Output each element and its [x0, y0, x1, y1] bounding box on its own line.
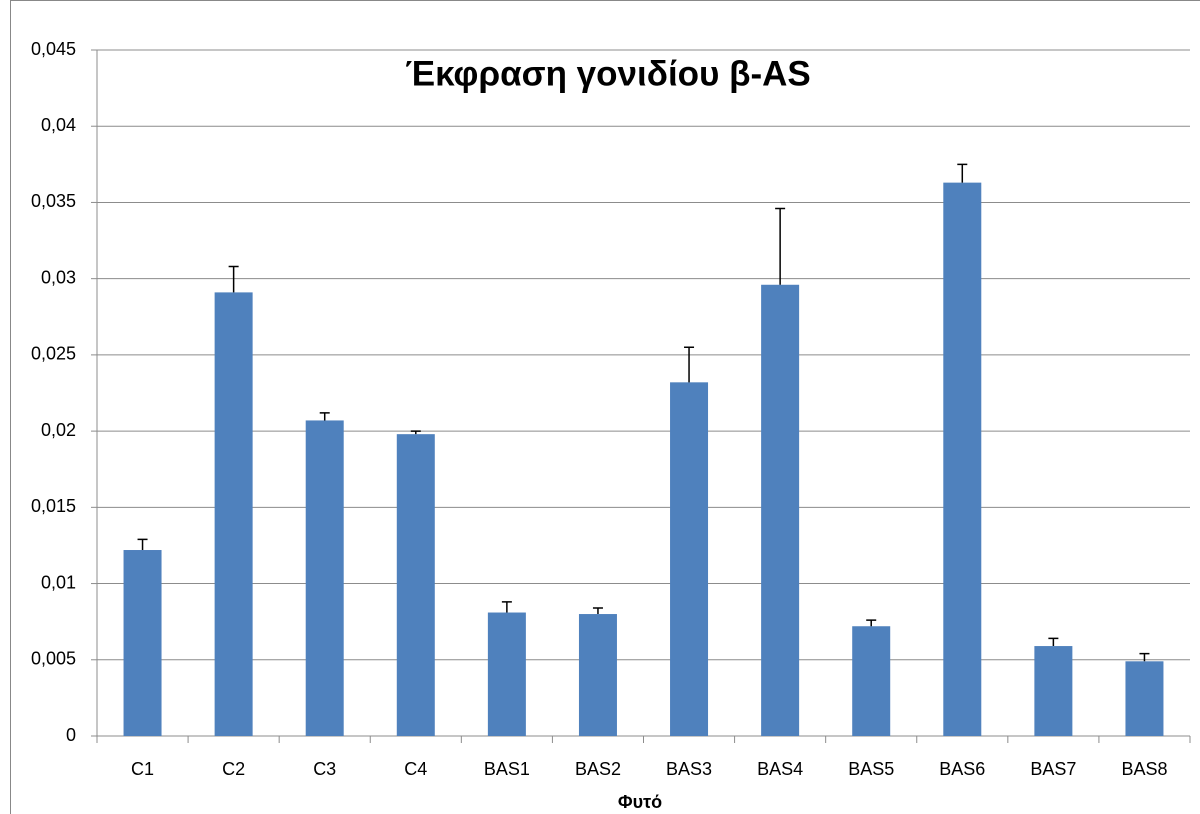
x-tick-label: C1 — [131, 759, 154, 779]
bar — [761, 284, 800, 736]
error-bar — [410, 430, 421, 435]
x-tick-label: C2 — [222, 759, 245, 779]
x-tick-label: BAS4 — [757, 759, 803, 779]
bar — [578, 614, 617, 736]
x-tick-label: BAS8 — [1121, 759, 1167, 779]
bar — [214, 292, 253, 736]
x-tick-label: BAS2 — [575, 759, 621, 779]
error-bar — [684, 346, 695, 383]
y-tick-label: 0,005 — [31, 649, 76, 669]
bar — [1125, 661, 1164, 736]
y-tick-label: 0,015 — [31, 496, 76, 516]
error-bar — [228, 265, 239, 293]
x-tick-label: C4 — [404, 759, 427, 779]
error-bar — [1139, 652, 1150, 662]
y-tick-label: 0,03 — [41, 267, 76, 287]
bar — [852, 626, 891, 736]
chart-frame — [10, 0, 1200, 814]
bar — [1034, 646, 1073, 736]
bar — [305, 420, 344, 736]
chart-title: Έκφραση γονιδίου β-AS — [405, 54, 811, 93]
error-bar — [957, 163, 968, 183]
bar — [396, 434, 435, 736]
x-tick-label: BAS7 — [1030, 759, 1076, 779]
y-tick-label: 0,025 — [31, 344, 76, 364]
bar — [487, 612, 526, 736]
x-tick-label: BAS1 — [484, 759, 530, 779]
error-bar — [592, 607, 603, 615]
x-tick-label: BAS5 — [848, 759, 894, 779]
x-tick-label: C3 — [313, 759, 336, 779]
error-bar — [775, 207, 786, 285]
error-bar — [866, 619, 877, 627]
y-tick-label: 0,045 — [31, 39, 76, 59]
y-tick-label: 0,035 — [31, 191, 76, 211]
x-tick-label: BAS3 — [666, 759, 712, 779]
bar — [943, 182, 982, 737]
y-tick-label: 0 — [66, 725, 76, 745]
error-bar — [137, 538, 148, 551]
error-bar — [1048, 637, 1059, 647]
x-axis-label: Φυτό — [618, 792, 662, 812]
y-tick-label: 0,01 — [41, 572, 76, 592]
error-bar — [501, 601, 512, 613]
bar — [670, 382, 709, 736]
y-tick-label: 0,04 — [41, 115, 76, 135]
error-bar — [319, 412, 330, 421]
bar — [123, 550, 162, 736]
y-tick-label: 0,02 — [41, 420, 76, 440]
x-tick-label: BAS6 — [939, 759, 985, 779]
